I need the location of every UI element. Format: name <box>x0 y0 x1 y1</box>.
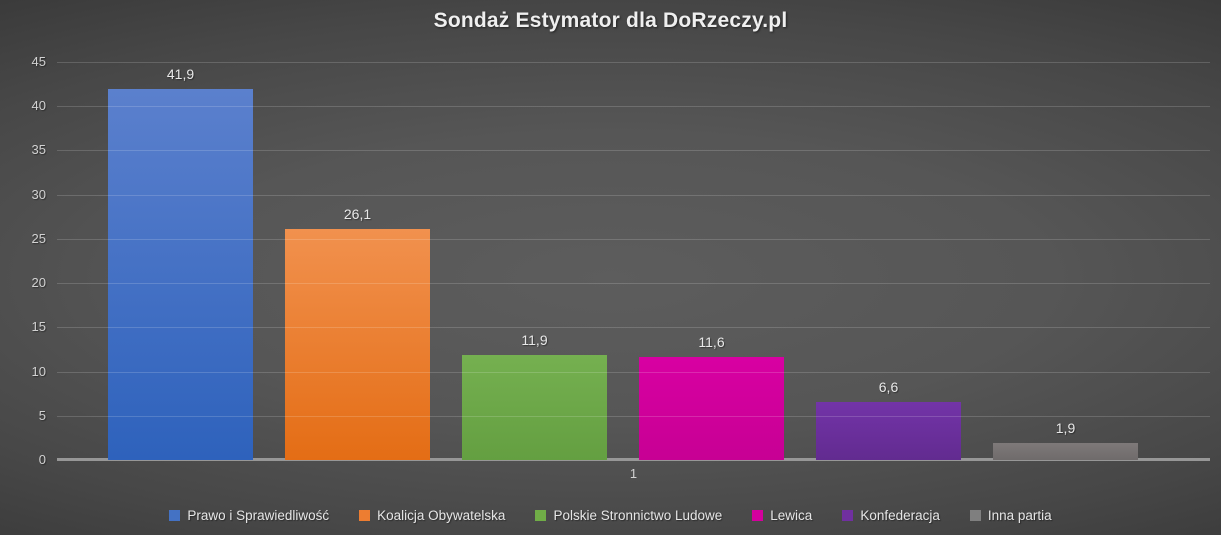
bar <box>285 229 430 460</box>
chart-title: Sondaż Estymator dla DoRzeczy.pl <box>433 9 788 32</box>
gridline-y-10 <box>57 371 1210 373</box>
y-tick-label-15: 15 <box>31 319 46 335</box>
bar <box>108 89 253 460</box>
gridline-y-35 <box>57 150 1210 152</box>
bar-column-4: 6,6 <box>816 62 961 460</box>
legend-swatch-icon <box>535 510 547 521</box>
y-axis: 45 40 35 30 25 20 15 10 5 0 <box>0 54 46 467</box>
legend-item-5: Inna partia <box>969 508 1052 523</box>
bar <box>462 354 607 460</box>
bar-column-3: 11,6 <box>639 62 784 460</box>
bar <box>816 401 961 460</box>
bar-column-1: 26,1 <box>285 62 430 460</box>
legend-label: Koalicja Obywatelska <box>377 508 506 523</box>
bar-value-label: 11,9 <box>521 331 548 348</box>
plot-area: 41,9 26,1 11,9 11,6 6,6 1,9 <box>57 62 1210 461</box>
legend-label: Inna partia <box>987 508 1052 523</box>
legend-item-1: Koalicja Obywatelska <box>359 508 505 523</box>
x-axis-baseline <box>57 458 1210 461</box>
gridline-y-5 <box>57 415 1210 417</box>
bar-value-label: 6,6 <box>878 378 899 395</box>
bar-value-label: 41,9 <box>166 66 195 83</box>
bar-column-0: 41,9 <box>108 62 253 460</box>
y-tick-label-0: 0 <box>38 452 46 467</box>
legend-label: Konfederacja <box>860 508 940 523</box>
legend-swatch-icon <box>359 510 371 521</box>
legend-swatch-icon <box>752 510 764 521</box>
bar-column-2: 11,9 <box>462 62 607 460</box>
gridline-y-20 <box>57 283 1210 285</box>
gridline-y-40 <box>57 106 1210 108</box>
legend-label: Prawo i Sprawiedliwość <box>187 508 330 523</box>
y-tick-label-35: 35 <box>31 142 46 158</box>
legend-label: Lewica <box>770 508 813 523</box>
legend-swatch-icon <box>969 510 981 521</box>
legend-swatch-icon <box>169 510 181 521</box>
bar <box>993 443 1138 460</box>
bar <box>639 357 784 460</box>
bars-row: 41,9 26,1 11,9 11,6 6,6 1,9 <box>108 62 1138 460</box>
legend-item-3: Lewica <box>752 508 812 523</box>
bar-value-label: 11,6 <box>698 334 725 351</box>
y-tick-label-10: 10 <box>31 363 46 379</box>
y-tick-label-20: 20 <box>31 275 46 291</box>
gridline-y-25 <box>57 238 1210 240</box>
y-tick-label-45: 45 <box>31 54 46 69</box>
bar-value-label: 1,9 <box>1055 420 1076 437</box>
legend-item-2: Polskie Stronnictwo Ludowe <box>535 508 722 523</box>
bar-value-label: 26,1 <box>343 206 372 223</box>
y-tick-label-25: 25 <box>31 230 46 246</box>
y-tick-label-30: 30 <box>31 186 46 202</box>
y-tick-label-40: 40 <box>31 98 46 114</box>
gridline-y-45 <box>57 62 1210 63</box>
legend: Prawo i Sprawiedliwość Koalicja Obywatels… <box>0 508 1221 523</box>
bar-column-5: 1,9 <box>993 62 1138 460</box>
gridline-y-30 <box>57 194 1210 196</box>
legend-label: Polskie Stronnictwo Ludowe <box>553 508 723 523</box>
gridline-y-15 <box>57 327 1210 329</box>
legend-item-4: Konfederacja <box>842 508 940 523</box>
x-axis-category-label: 1 <box>629 466 638 481</box>
legend-item-0: Prawo i Sprawiedliwość <box>169 508 329 523</box>
y-tick-label-5: 5 <box>38 407 46 423</box>
legend-swatch-icon <box>842 510 854 521</box>
